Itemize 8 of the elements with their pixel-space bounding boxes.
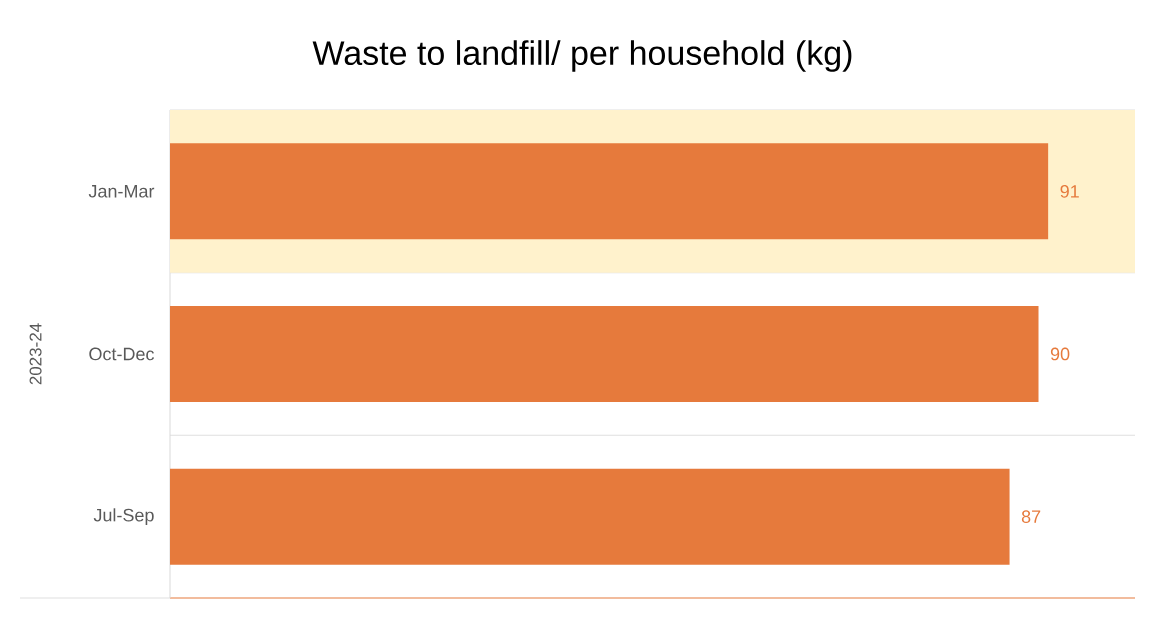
y-axis-title: 2023-24 <box>29 323 42 385</box>
data-label: 90 <box>1050 347 1070 361</box>
data-label: 87 <box>1021 510 1041 524</box>
y-tick-label: Oct-Dec <box>89 347 154 361</box>
data-label: 91 <box>1060 184 1079 198</box>
y-tick-label: Jul-Sep <box>93 508 154 526</box>
y-tick-label: Jan-Mar <box>88 185 155 198</box>
chart-title: Waste to landfill/ per household (kg) <box>312 40 852 72</box>
